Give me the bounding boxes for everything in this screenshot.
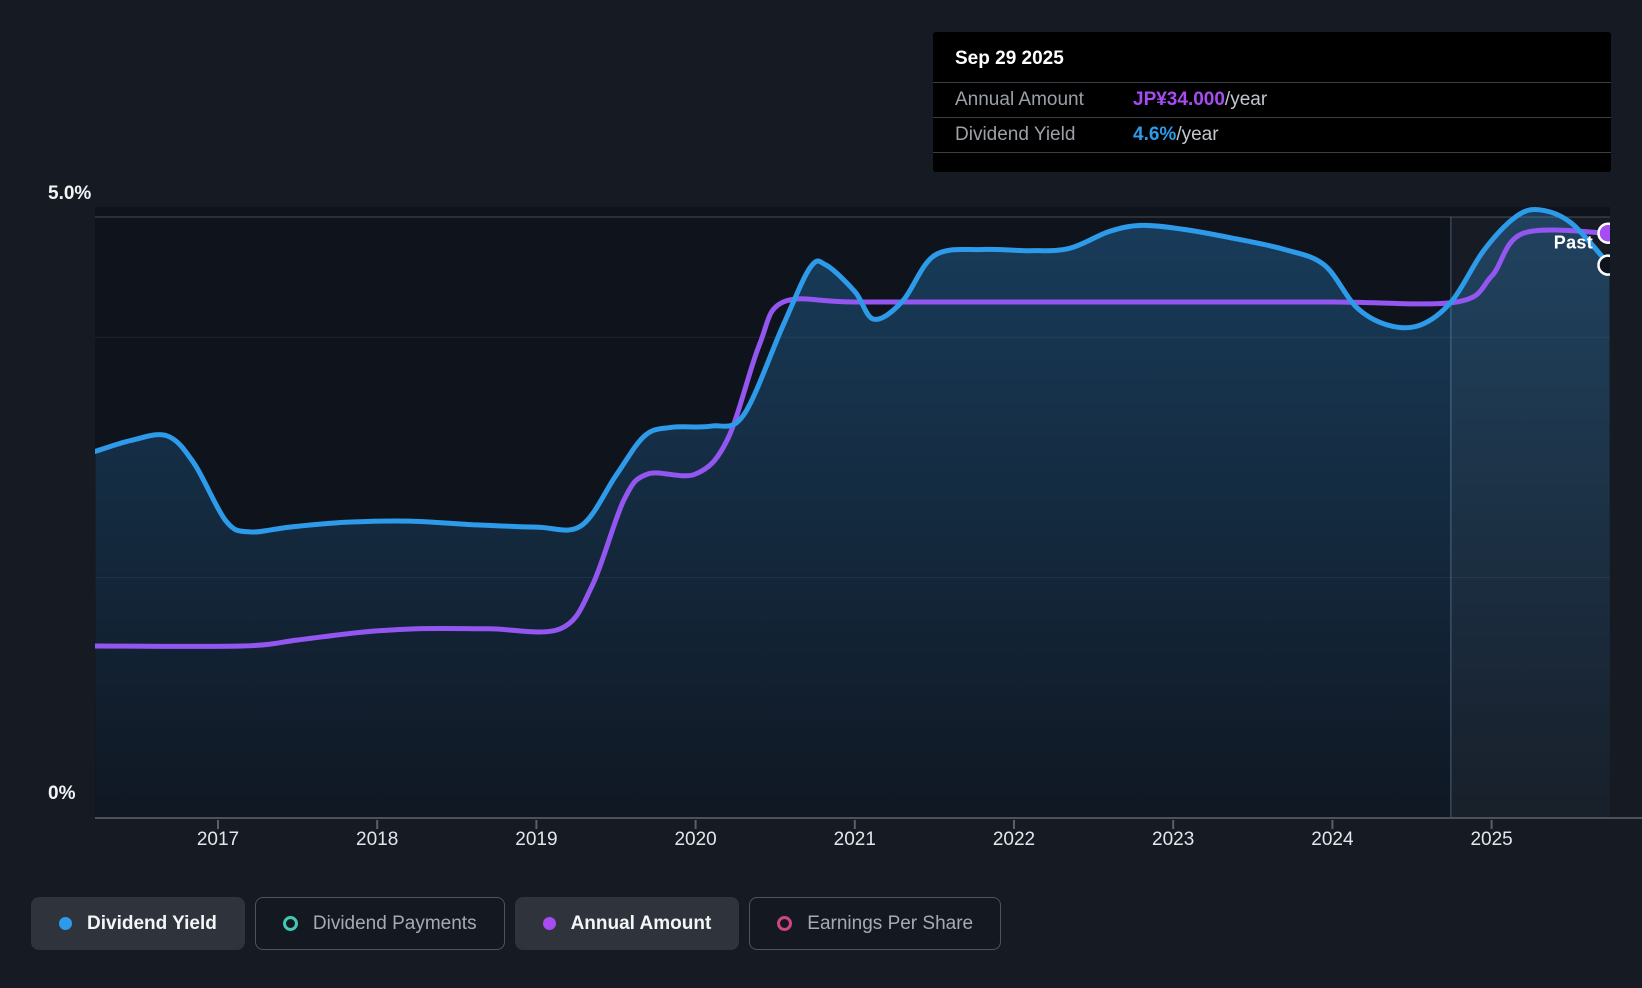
legend-circle-icon [777, 916, 793, 931]
past-annotation: Past [1553, 232, 1593, 253]
tooltip-row-value: 4.6% [1133, 124, 1177, 145]
x-axis-label-2023: 2023 [1152, 829, 1195, 850]
chart-tooltip: Sep 29 2025 Annual Amount JP¥34.000/year D… [933, 32, 1611, 172]
x-axis-label-2018: 2018 [356, 829, 399, 850]
x-axis-label-2024: 2024 [1311, 829, 1354, 850]
legend-dot-icon [59, 917, 72, 930]
yield-area-fill [95, 209, 1610, 818]
tooltip-date: Sep 29 2025 [955, 48, 1064, 69]
tooltip-row-label: Annual Amount [955, 89, 1084, 110]
y-axis-top-label: 5.0% [48, 183, 92, 204]
x-axis-label-2019: 2019 [515, 829, 558, 850]
legend-circle-icon [282, 916, 298, 931]
tooltip-row-suffix: /year [1176, 124, 1219, 145]
legend-dot-icon [542, 917, 556, 930]
x-axis-label-2017: 2017 [196, 829, 240, 850]
legend-item-label: Dividend Payments [312, 912, 477, 934]
x-axis-label-2025: 2025 [1470, 829, 1513, 850]
legend-item-label: Annual Amount [570, 912, 712, 934]
past-year-band [1451, 217, 1610, 818]
chart-legend: Dividend Yield Dividend Payments Annual Am… [31, 897, 1002, 950]
legend-item-dividend-payments[interactable]: Dividend Payments [254, 897, 505, 950]
annual-amount-line [95, 227, 1610, 649]
legend-item-dividend-yield[interactable]: Dividend Yield [31, 897, 245, 950]
tooltip-row-label: Dividend Yield [955, 124, 1076, 145]
x-axis-label-2020: 2020 [674, 829, 717, 850]
tooltip-row: Annual Amount JP¥34.000/year [933, 82, 1611, 117]
x-axis-label-2022: 2022 [992, 829, 1036, 850]
legend-item-earnings-per-share[interactable]: Earnings Per Share [749, 897, 1002, 950]
dividend-yield-marker [1597, 254, 1610, 276]
tooltip-row: Dividend Yield 4.6%/year [933, 117, 1611, 152]
tooltip-row-value: JP¥34.000 [1133, 89, 1225, 110]
legend-item-label: Dividend Yield [87, 912, 217, 934]
dividend-yield-line [95, 207, 1610, 535]
legend-item-label: Earnings Per Share [807, 912, 974, 934]
tooltip-footer [933, 152, 1611, 172]
legend-item-annual-amount[interactable]: Annual Amount [514, 897, 740, 950]
x-axis-label-2021: 2021 [833, 829, 876, 850]
annual-amount-marker [1597, 222, 1610, 244]
tooltip-row-suffix: /year [1224, 89, 1268, 110]
y-axis-bottom-label: 0% [48, 783, 76, 804]
